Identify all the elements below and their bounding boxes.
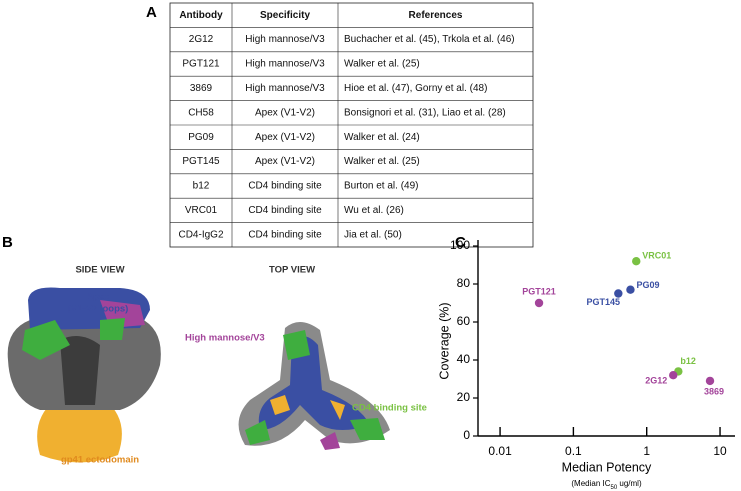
x-axis-sublabel: (Median IC50 ug/ml) bbox=[571, 479, 642, 490]
point-label: PGT121 bbox=[522, 286, 556, 296]
table-cell: Walker et al. (25) bbox=[344, 156, 420, 167]
point-label: VRC01 bbox=[642, 251, 671, 261]
y-tick-label: 80 bbox=[457, 276, 471, 290]
region-label: CD4 binding site bbox=[352, 403, 427, 414]
y-tick-label: 40 bbox=[457, 352, 471, 366]
x-tick-label: 10 bbox=[713, 444, 727, 458]
x-axis-sublabel-part: 50 bbox=[610, 485, 617, 491]
table-cell: PG09 bbox=[188, 132, 214, 143]
region-label: High mannose/V3 bbox=[185, 333, 265, 344]
y-tick-label: 60 bbox=[457, 314, 471, 328]
table-cell: 3869 bbox=[190, 83, 213, 94]
view-title: SIDE VIEW bbox=[75, 265, 124, 276]
table-cell: PGT121 bbox=[182, 59, 220, 70]
x-axis-label: Median Potency bbox=[562, 460, 652, 474]
point bbox=[669, 371, 678, 380]
chart: C 0 20 40 60 80 100 0.01 0.1 1 10 Median Potency (M… bbox=[437, 234, 735, 491]
table-cell: Bonsignori et al. (31), Liao et al. (28) bbox=[344, 107, 506, 118]
point-label: PG09 bbox=[636, 280, 659, 290]
y-tick-label: 0 bbox=[463, 428, 470, 442]
y-tick-label: 20 bbox=[457, 390, 471, 404]
table-cell: Walker et al. (24) bbox=[344, 132, 420, 143]
table-cell: High mannose/V3 bbox=[245, 59, 325, 70]
y-axis-label: Coverage (%) bbox=[437, 302, 451, 379]
point-label: 2G12 bbox=[645, 376, 667, 386]
panel-label: C bbox=[455, 234, 466, 251]
table-cell: CH58 bbox=[188, 107, 214, 118]
table-cell: Apex (V1-V2) bbox=[255, 156, 315, 167]
table-cell: b12 bbox=[193, 181, 210, 192]
x-tick-label: 0.1 bbox=[565, 444, 582, 458]
point bbox=[705, 376, 715, 386]
table-cell: CD4 binding site bbox=[248, 205, 322, 216]
table-cell: CD4-IgG2 bbox=[178, 229, 223, 240]
table-cell: VRC01 bbox=[185, 205, 218, 216]
region-label: (V1-V2 loops) bbox=[68, 304, 129, 315]
point bbox=[614, 289, 623, 298]
table-cell: 2G12 bbox=[189, 34, 214, 45]
table-cell: PGT145 bbox=[182, 156, 220, 167]
side-view-structure bbox=[7, 287, 161, 463]
table-cell: Wu et al. (26) bbox=[344, 205, 404, 216]
x-axis-sublabel-part: ug/ml) bbox=[617, 479, 642, 488]
x-tick-label: 0.01 bbox=[488, 444, 512, 458]
point-label: b12 bbox=[680, 356, 696, 366]
table-header: References bbox=[409, 10, 463, 21]
point bbox=[632, 257, 641, 266]
view-title: TOP VIEW bbox=[269, 265, 315, 276]
panel-label: A bbox=[146, 4, 157, 21]
point bbox=[626, 285, 635, 294]
table-cell: High mannose/V3 bbox=[245, 34, 325, 45]
y-tick-label: 100 bbox=[450, 238, 470, 252]
table-cell: Walker et al. (25) bbox=[344, 59, 420, 70]
table-header: Antibody bbox=[179, 10, 223, 21]
table-header: Specificity bbox=[260, 10, 310, 21]
table-cell: Apex (V1-V2) bbox=[255, 107, 315, 118]
table-cell: CD4 binding site bbox=[248, 229, 322, 240]
table-cell: Hioe et al. (47), Gorny et al. (48) bbox=[344, 83, 487, 94]
top-view-structure bbox=[238, 321, 390, 450]
region-label: gp41 ectodomain bbox=[61, 455, 139, 466]
point bbox=[534, 298, 544, 308]
table-cell: Apex (V1-V2) bbox=[255, 132, 315, 143]
region-label: Apex bbox=[86, 292, 110, 303]
x-tick-label: 1 bbox=[643, 444, 650, 458]
table-cell: CD4 binding site bbox=[248, 181, 322, 192]
point-label: 3869 bbox=[704, 386, 724, 396]
panel-label: B bbox=[2, 234, 13, 251]
table-cell: Burton et al. (49) bbox=[344, 181, 418, 192]
point-label: PGT145 bbox=[587, 297, 621, 307]
table-cell: Jia et al. (50) bbox=[344, 229, 402, 240]
x-axis-sublabel-part: (Median IC bbox=[571, 479, 610, 488]
table: Antibody Specificity References 2G12 High ma… bbox=[169, 2, 534, 248]
table-cell: Buchacher et al. (45), Trkola et al. (46… bbox=[344, 34, 515, 45]
table-cell: High mannose/V3 bbox=[245, 83, 325, 94]
